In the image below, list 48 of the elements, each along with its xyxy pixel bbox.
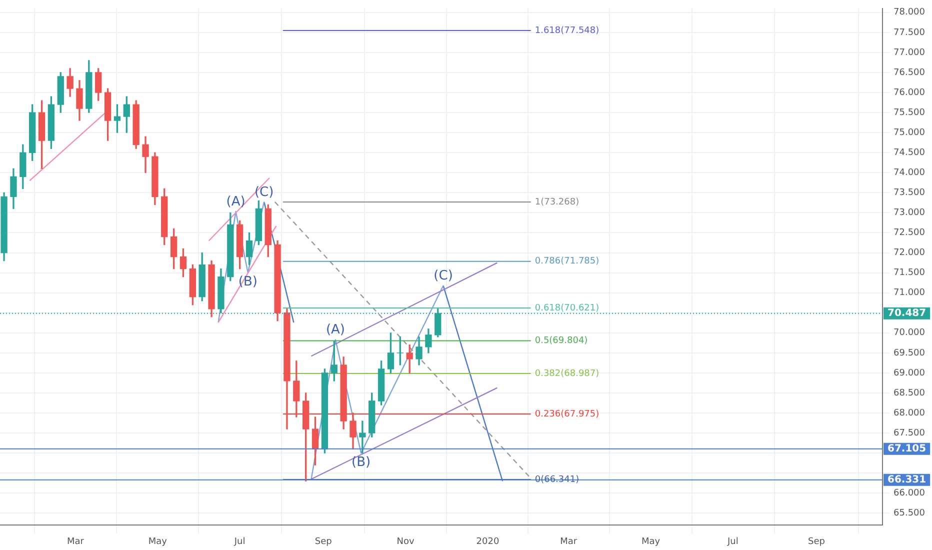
series-label: 1.618(77.548) [534, 26, 600, 36]
y-tick-label: 76.500 [894, 68, 926, 78]
x-tick-label: Sep [808, 536, 826, 547]
y-tick-label: 77.000 [894, 48, 926, 58]
y-tick-label: 75.500 [894, 108, 926, 118]
y-tick-label: 69.500 [894, 348, 926, 358]
x-tick-label: May [641, 536, 661, 547]
y-tick-label: 73.500 [894, 188, 926, 198]
series-label: 0.618(70.621) [534, 303, 600, 314]
x-tick-label: May [148, 536, 168, 547]
y-tick-label: 75.000 [894, 128, 926, 138]
series-label: 0.5(69.804) [534, 336, 588, 346]
ref-line-label: 66.331 [888, 474, 926, 486]
x-tick-label: Mar [560, 536, 578, 547]
y-tick-label: 67.500 [894, 428, 926, 438]
annotation: (C) [434, 268, 453, 284]
y-tick-label: 72.500 [894, 228, 926, 238]
y-tick-label: 76.000 [894, 88, 926, 98]
x-tick-label: Mar [66, 536, 84, 547]
x-tick-label: 2020 [476, 536, 500, 547]
annotation: (B) [352, 454, 371, 470]
annotation: (A) [326, 322, 346, 338]
y-tick-label: 66.000 [894, 488, 926, 498]
y-tick-label: 74.000 [894, 168, 926, 178]
y-tick-label: 69.000 [894, 368, 926, 378]
y-tick-label: 70.000 [894, 328, 926, 338]
series-label: 0.236(67.975) [534, 409, 600, 420]
y-tick-label: 68.500 [894, 388, 926, 398]
y-tick-label: 71.500 [894, 268, 926, 278]
annotation: (A) [226, 194, 246, 210]
y-tick-label: 74.500 [894, 148, 926, 158]
ref-line-label: 70.487 [888, 308, 926, 319]
y-tick-label: 68.000 [894, 408, 926, 418]
series-label: 0.382(68.987) [534, 368, 600, 379]
y-tick-label: 71.000 [894, 288, 926, 298]
x-tick-label: Jul [233, 536, 246, 547]
series-label: 0.786(71.785) [534, 256, 600, 267]
series-label: 1(73.268) [534, 197, 580, 208]
x-tick-label: Nov [396, 536, 415, 547]
annotation: (C) [254, 184, 274, 200]
x-tick-label: Jul [726, 536, 738, 547]
y-tick-label: 72.000 [894, 248, 926, 258]
y-tick-label: 65.500 [894, 508, 926, 519]
y-tick-label: 78.000 [894, 8, 926, 18]
y-tick-label: 73.000 [894, 208, 926, 218]
x-tick-label: Sep [314, 536, 332, 547]
ref-line-label: 67.105 [888, 443, 926, 454]
y-tick-label: 77.500 [894, 28, 926, 38]
